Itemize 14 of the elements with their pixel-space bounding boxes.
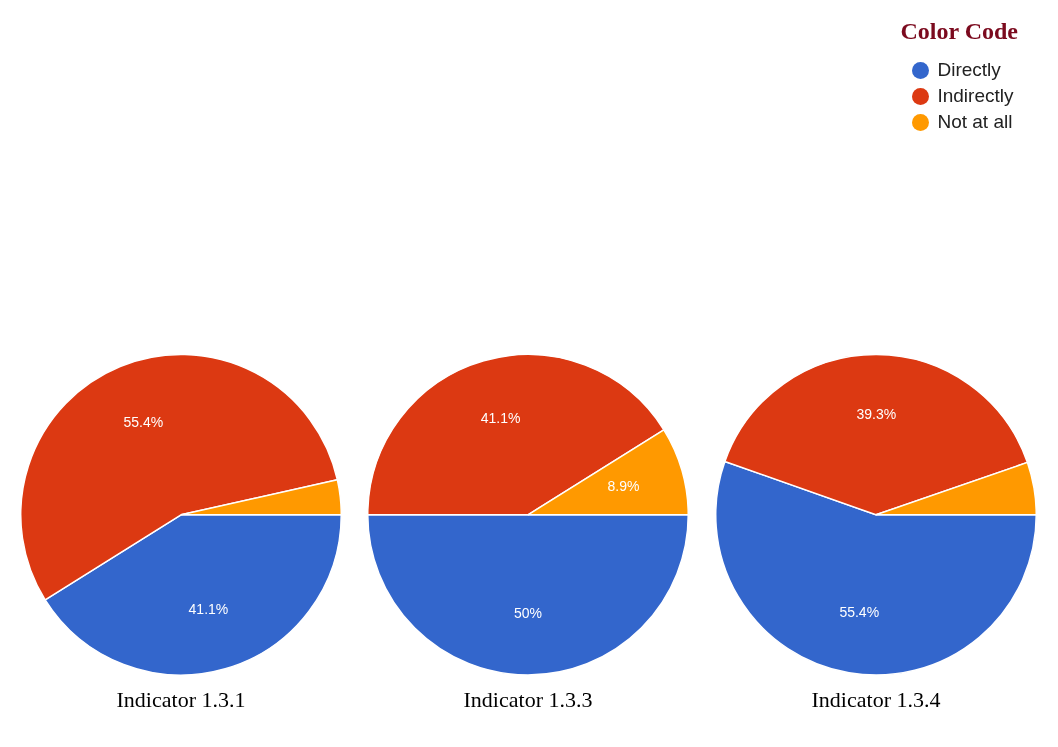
data-label: 8.9% <box>607 478 640 495</box>
legend-title: Color Code <box>900 18 1018 45</box>
data-label: 41.1% <box>480 410 521 427</box>
data-label: 39.3% <box>855 406 896 423</box>
data-label: 55.4% <box>838 603 879 620</box>
data-label: 55.4% <box>122 413 163 430</box>
data-label: 41.1% <box>188 601 228 618</box>
legend-label: Indirectly <box>937 85 1014 107</box>
text: Indicator 1.3.3 <box>463 686 593 712</box>
text: Indicator 1.3.1 <box>116 686 245 712</box>
data-label: 50% <box>513 605 543 622</box>
legend-label: Directly <box>937 59 1001 81</box>
legend-label: Not at all <box>937 111 1013 133</box>
text: Indicator 1.3.4 <box>811 686 940 712</box>
